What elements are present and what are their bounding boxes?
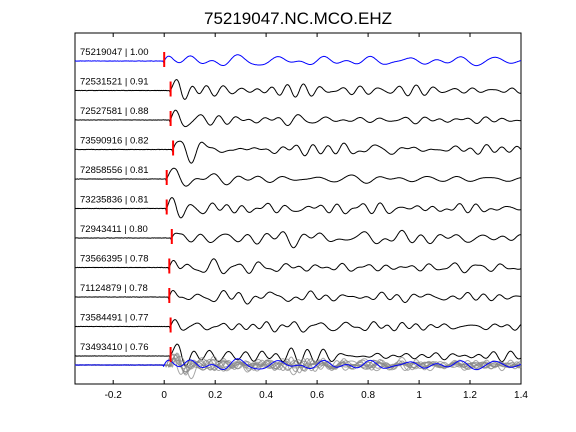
trace-line xyxy=(74,54,522,67)
trace-line xyxy=(75,229,522,249)
trace-label: 73493410 | 0.76 xyxy=(80,342,149,353)
stack-master-line xyxy=(74,358,522,371)
x-tick-label: 0.4 xyxy=(259,390,273,401)
x-tick-label: 0 xyxy=(161,390,167,401)
x-tick-label: -0.2 xyxy=(105,390,123,401)
trace-labels-layer: 75219047 | 1.00 72531521 | 0.91 72527581 |… xyxy=(80,47,149,353)
trace-line xyxy=(74,197,522,219)
trace-line xyxy=(74,290,521,305)
trace-label: 73566395 | 0.78 xyxy=(80,254,149,265)
trace-label: 73235836 | 0.81 xyxy=(80,195,149,206)
trace-label: 72527581 | 0.88 xyxy=(80,106,149,117)
trace-label: 73590916 | 0.82 xyxy=(80,136,149,147)
trace-line xyxy=(74,319,522,333)
x-tick-label: 1.4 xyxy=(514,390,528,401)
trace-line xyxy=(75,258,522,275)
trace-label: 73584491 | 0.77 xyxy=(80,313,149,324)
trace-label: 71124879 | 0.78 xyxy=(80,283,148,294)
picks-layer xyxy=(163,52,175,362)
trace-label: 72858556 | 0.81 xyxy=(80,165,149,176)
x-tick-label: 1.2 xyxy=(463,390,477,401)
trace-label: 75219047 | 1.00 xyxy=(80,47,149,58)
trace-label: 72531521 | 0.91 xyxy=(80,77,149,88)
trace-line xyxy=(74,109,521,128)
x-tick-label: 0.8 xyxy=(361,390,375,401)
trace-line xyxy=(74,140,522,164)
traces-layer xyxy=(74,54,522,380)
trace-line xyxy=(74,167,522,187)
trace-line xyxy=(74,343,522,367)
chart-title: 75219047.NC.MCO.EHZ xyxy=(204,9,392,28)
trace-line xyxy=(74,79,522,100)
trace-label: 72943411 | 0.80 xyxy=(80,224,148,235)
x-tick-label: 0.2 xyxy=(208,390,222,401)
x-tick-label: 0.6 xyxy=(310,390,324,401)
x-tick-label: 1 xyxy=(416,390,422,401)
x-axis: -0.2 0 0.2 0.4 0.6 0.8 1 1.2 1.4 xyxy=(105,33,528,401)
